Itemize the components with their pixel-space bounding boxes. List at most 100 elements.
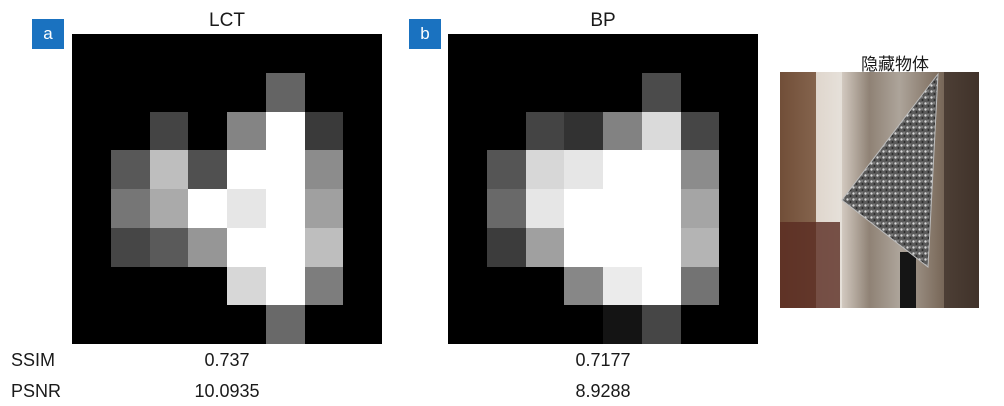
pixel-cell xyxy=(564,305,604,345)
pixel-cell xyxy=(486,34,526,73)
panel-a-reconstruction-grid xyxy=(72,34,383,345)
pixel-cell xyxy=(188,34,228,73)
pixel-cell xyxy=(343,227,383,267)
pixel-cell xyxy=(641,72,681,112)
pixel-cell xyxy=(448,72,487,112)
pixel-cell xyxy=(304,305,344,345)
pixel-cell xyxy=(265,305,305,345)
panel-b-psnr-value: 8.9288 xyxy=(575,381,631,401)
pixel-cell xyxy=(680,72,720,112)
pixel-cell xyxy=(72,150,111,190)
pixel-cell xyxy=(188,150,228,190)
pixel-cell xyxy=(149,266,189,306)
pixel-cell xyxy=(525,305,565,345)
pixel-cell xyxy=(603,72,642,112)
pixel-cell xyxy=(564,189,604,228)
pixel-cell xyxy=(525,227,565,267)
pixel-cell xyxy=(564,111,604,151)
pixel-cell xyxy=(110,266,150,306)
pixel-cell xyxy=(265,227,305,267)
pixel-cell xyxy=(265,189,305,228)
pixel-cell xyxy=(641,227,681,267)
pixel-cell xyxy=(149,34,189,73)
pixel-cell xyxy=(227,227,266,267)
pixel-cell xyxy=(525,72,565,112)
pixel-cell xyxy=(343,266,383,306)
pixel-cell xyxy=(343,150,383,190)
pixel-cell xyxy=(72,266,111,306)
pixel-cell xyxy=(603,227,642,267)
pixel-cell xyxy=(680,189,720,228)
pixel-cell xyxy=(680,150,720,190)
pixel-cell xyxy=(149,189,189,228)
pixel-cell xyxy=(719,305,759,345)
pixel-cell xyxy=(719,72,759,112)
pixel-cell xyxy=(448,34,487,73)
pixel-cell xyxy=(265,72,305,112)
pixel-cell xyxy=(304,111,344,151)
pixel-cell xyxy=(110,227,150,267)
panel-a-ssim-value: 0.737 xyxy=(204,350,250,370)
pixel-cell xyxy=(448,189,487,228)
pixel-cell xyxy=(110,34,150,73)
pixel-cell xyxy=(265,150,305,190)
pixel-cell xyxy=(343,72,383,112)
pixel-cell xyxy=(525,189,565,228)
pixel-cell xyxy=(719,227,759,267)
pixel-cell xyxy=(564,34,604,73)
pixel-cell xyxy=(149,305,189,345)
pixel-cell xyxy=(448,266,487,306)
pixel-cell xyxy=(343,34,383,73)
pixel-cell xyxy=(304,266,344,306)
pixel-cell xyxy=(603,111,642,151)
pixel-cell xyxy=(343,305,383,345)
panel-a-psnr-value: 10.0935 xyxy=(194,381,260,401)
pixel-cell xyxy=(72,227,111,267)
pixel-cell xyxy=(680,111,720,151)
pixel-cell xyxy=(603,150,642,190)
pixel-cell xyxy=(304,150,344,190)
pixel-cell xyxy=(603,266,642,306)
pixel-cell xyxy=(603,305,642,345)
pixel-cell xyxy=(525,111,565,151)
pixel-cell xyxy=(188,72,228,112)
pixel-cell xyxy=(641,189,681,228)
pixel-cell xyxy=(227,266,266,306)
pixel-cell xyxy=(486,305,526,345)
pixel-cell xyxy=(227,189,266,228)
pixel-cell xyxy=(227,111,266,151)
hidden-object-illustration xyxy=(780,72,979,308)
photo-title: 隐藏物体 xyxy=(861,55,929,75)
pixel-cell xyxy=(680,34,720,73)
pixel-cell xyxy=(265,111,305,151)
pixel-cell xyxy=(227,72,266,112)
pixel-cell xyxy=(265,34,305,73)
panel-a-tag: a xyxy=(32,19,64,49)
pixel-cell xyxy=(72,189,111,228)
pixel-cell xyxy=(227,34,266,73)
pixel-cell xyxy=(72,305,111,345)
pixel-cell xyxy=(72,111,111,151)
pixel-cell xyxy=(525,34,565,73)
pixel-cell xyxy=(304,227,344,267)
pixel-cell xyxy=(304,72,344,112)
pixel-cell xyxy=(448,305,487,345)
pixel-cell xyxy=(304,34,344,73)
pixel-cell xyxy=(603,34,642,73)
pixel-cell xyxy=(525,150,565,190)
panel-a-title: LCT xyxy=(209,10,245,31)
pixel-cell xyxy=(680,305,720,345)
pixel-cell xyxy=(641,34,681,73)
pixel-cell xyxy=(188,227,228,267)
ssim-label: SSIM xyxy=(11,350,56,370)
pixel-cell xyxy=(110,189,150,228)
psnr-label: PSNR xyxy=(11,381,62,401)
pixel-cell xyxy=(110,111,150,151)
pixel-cell xyxy=(110,305,150,345)
pixel-cell xyxy=(486,227,526,267)
pixel-cell xyxy=(641,305,681,345)
pixel-cell xyxy=(564,72,604,112)
pixel-cell xyxy=(149,150,189,190)
pixel-cell xyxy=(227,150,266,190)
pixel-cell xyxy=(525,266,565,306)
